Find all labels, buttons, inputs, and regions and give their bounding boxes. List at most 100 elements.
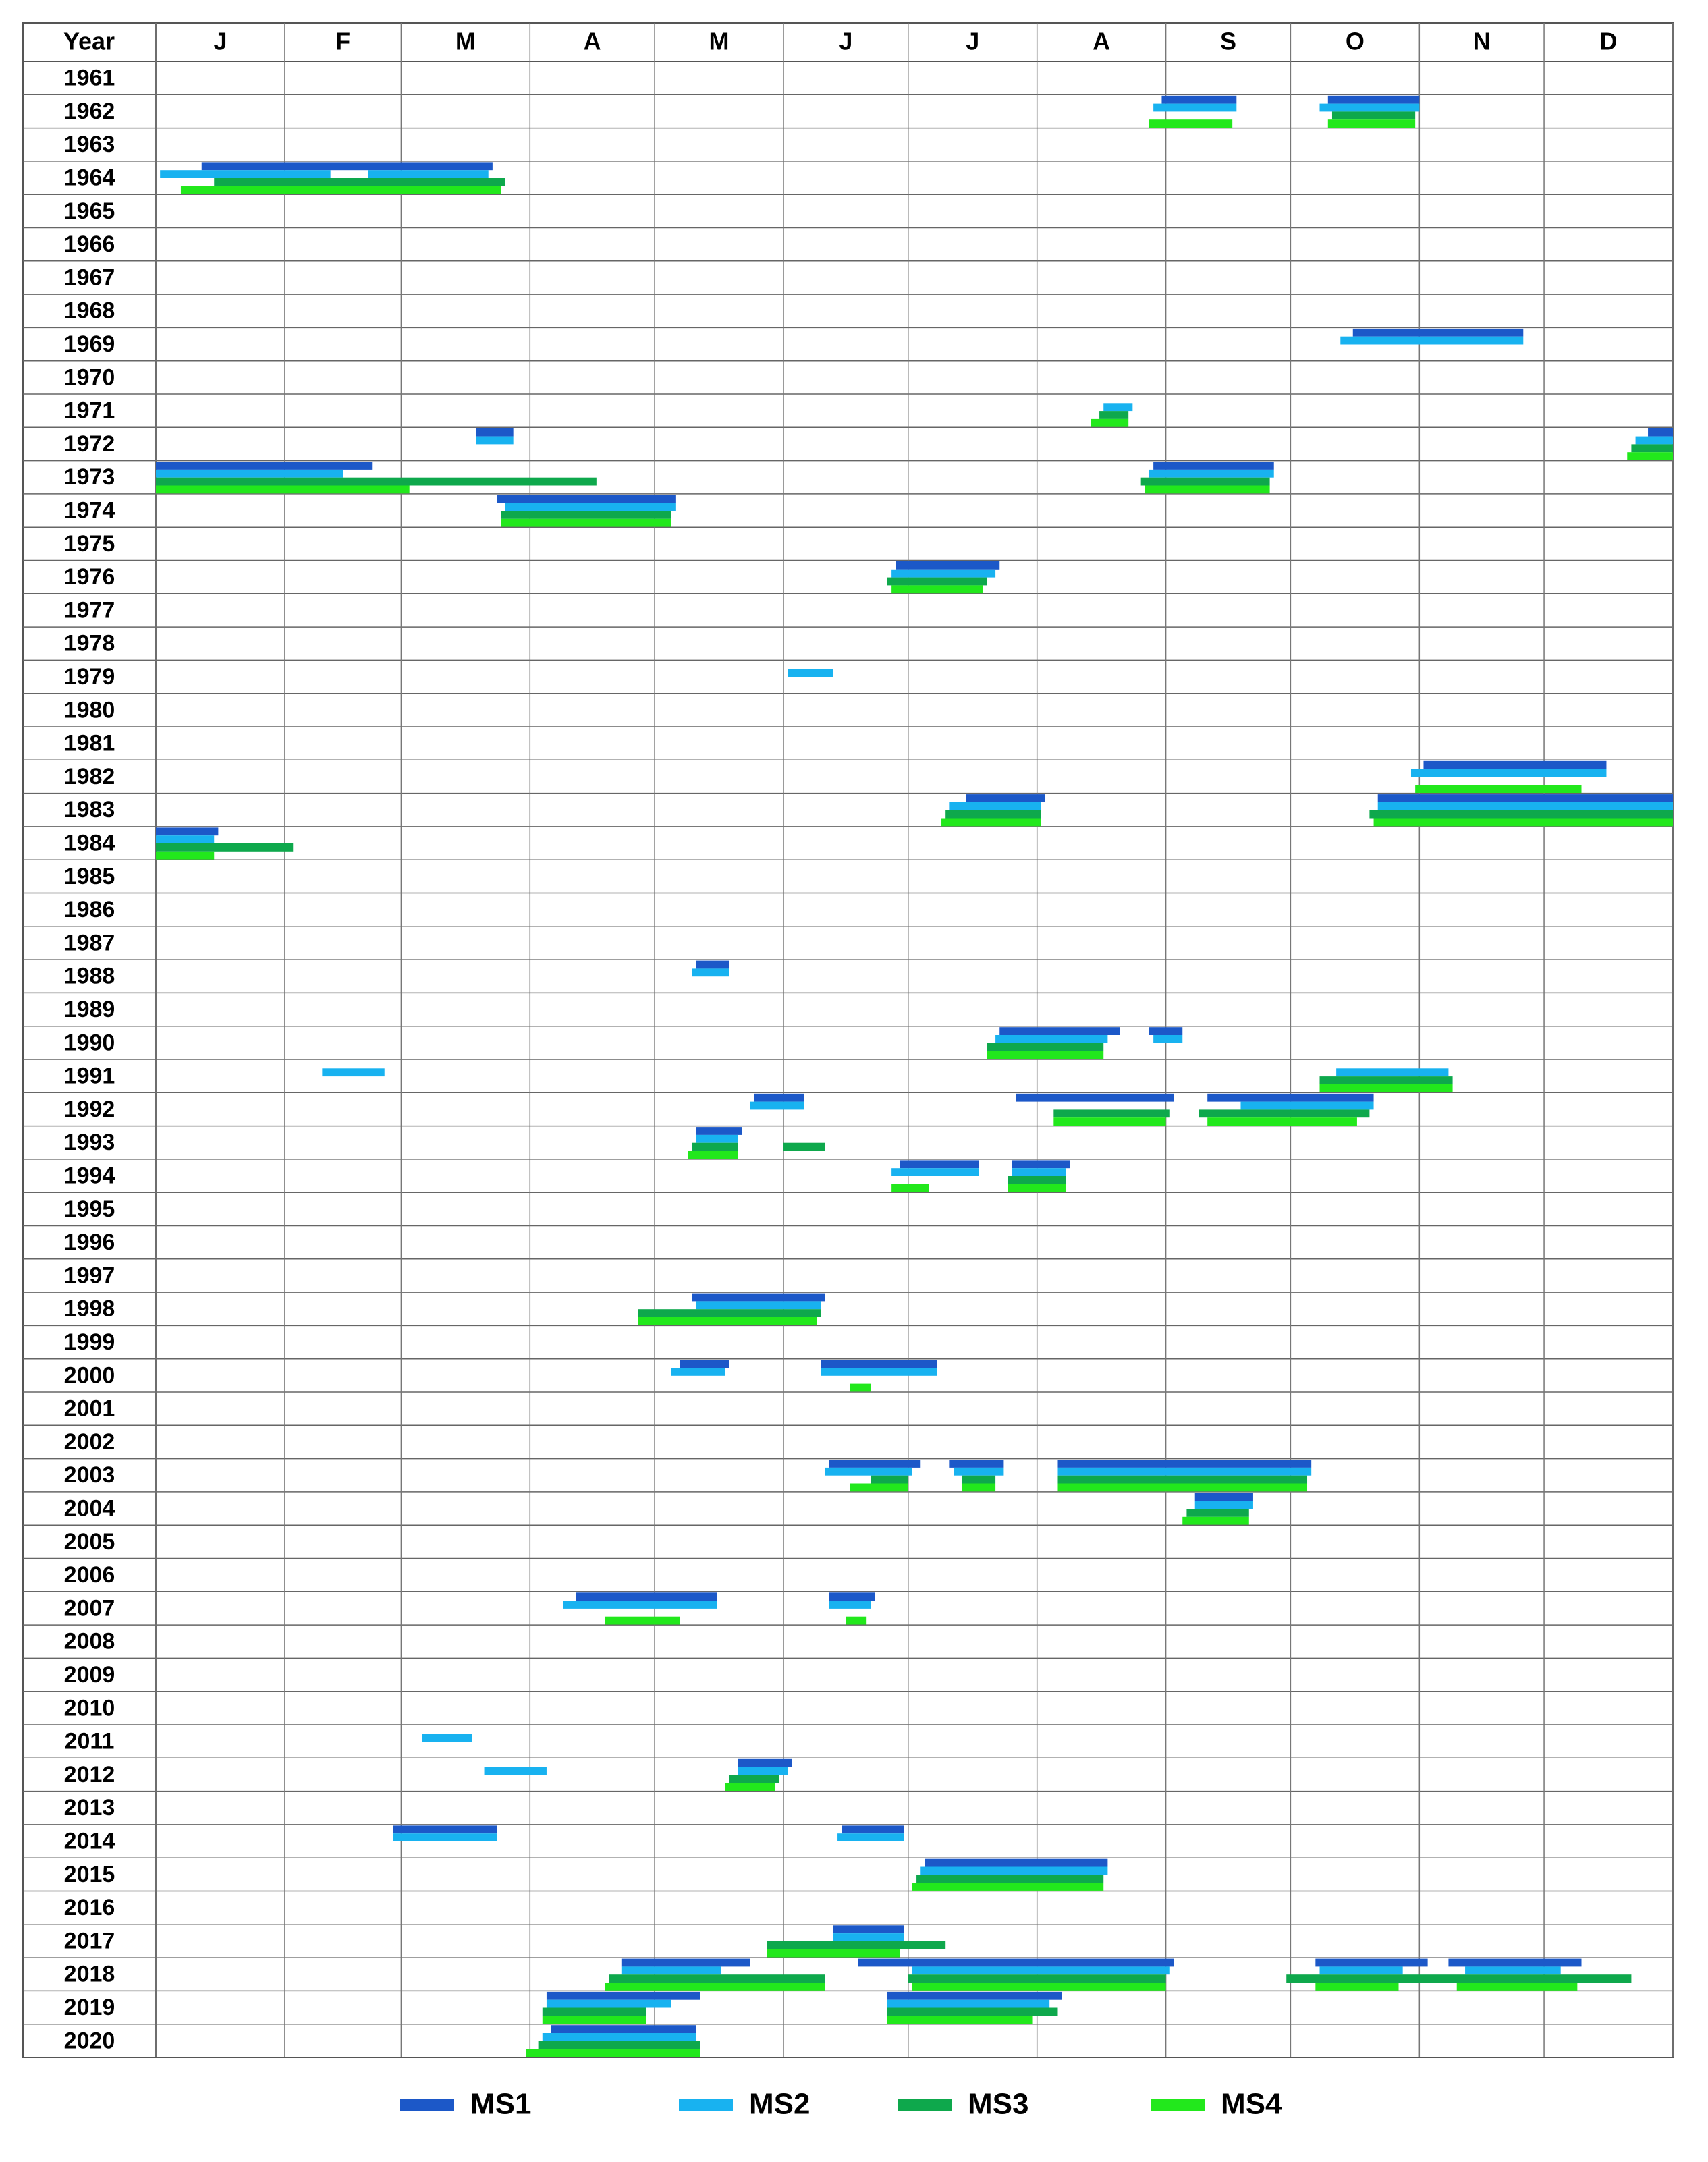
legend-label: MS4 <box>1221 2088 1282 2121</box>
year-label: 1977 <box>64 597 115 623</box>
bar <box>925 1858 1108 1867</box>
year-label: 1992 <box>64 1097 115 1122</box>
bar <box>887 2016 1033 2024</box>
legend-swatch <box>1151 2099 1205 2111</box>
bar <box>1140 477 1270 486</box>
bar <box>322 1068 385 1077</box>
bar <box>1648 428 1673 437</box>
bar <box>941 818 1041 827</box>
bar <box>821 1360 937 1368</box>
bar <box>696 1301 821 1310</box>
bar <box>912 1883 1104 1891</box>
bar <box>1091 418 1129 427</box>
bar <box>546 1991 700 2000</box>
bar <box>887 1999 1050 2008</box>
bar <box>750 1101 804 1110</box>
bar <box>738 1758 792 1767</box>
bar <box>1207 1093 1374 1102</box>
year-label: 1966 <box>64 231 115 257</box>
bar <box>1053 1109 1170 1118</box>
month-label: O <box>1346 28 1365 55</box>
bar <box>825 1467 912 1476</box>
year-label: 1993 <box>64 1130 115 1155</box>
bar <box>829 1592 875 1601</box>
year-label: 2014 <box>64 1829 115 1854</box>
bar <box>696 960 729 969</box>
bar <box>1053 1117 1166 1126</box>
bar <box>1415 785 1582 793</box>
bar <box>829 1460 921 1468</box>
bar <box>1012 1168 1066 1176</box>
year-label: 1980 <box>64 697 115 723</box>
year-label: 1988 <box>64 964 115 989</box>
bar <box>393 1833 497 1841</box>
bar <box>538 2041 700 2049</box>
bar <box>156 827 219 836</box>
bar <box>891 569 996 578</box>
bar <box>1194 1501 1253 1509</box>
year-label: 1972 <box>64 431 115 457</box>
bar <box>788 669 833 677</box>
bar <box>1149 469 1274 478</box>
bar <box>1161 95 1237 104</box>
bar <box>621 1966 721 1975</box>
year-label: 2000 <box>64 1362 115 1388</box>
bar <box>542 2007 646 2016</box>
year-label: 1976 <box>64 564 115 590</box>
bar <box>605 1616 680 1625</box>
bar <box>546 1999 671 2008</box>
year-label: 1989 <box>64 997 115 1022</box>
year-label: 1984 <box>64 831 115 856</box>
bar <box>551 2025 696 2033</box>
year-label: 2007 <box>64 1595 115 1621</box>
bar <box>609 1974 825 1983</box>
bar <box>1315 1983 1399 1991</box>
bar <box>1286 1974 1632 1983</box>
year-label: 1968 <box>64 298 115 324</box>
legend-swatch <box>898 2099 952 2111</box>
month-label: F <box>335 28 350 55</box>
bar <box>1319 1966 1403 1975</box>
year-label: 1999 <box>64 1329 115 1355</box>
year-label: 1979 <box>64 664 115 690</box>
bar <box>850 1483 908 1492</box>
bar <box>1016 1093 1174 1102</box>
year-label: 1965 <box>64 198 115 224</box>
bar <box>908 1974 1166 1983</box>
bar <box>180 186 501 194</box>
month-label: A <box>584 28 601 55</box>
year-label: 1990 <box>64 1030 115 1055</box>
legend-swatch <box>400 2099 454 2111</box>
bar <box>949 802 1041 810</box>
legend-swatch <box>679 2099 733 2111</box>
bar <box>1448 1958 1582 1967</box>
bar <box>887 2007 1058 2016</box>
bar <box>1465 1966 1561 1975</box>
bar <box>156 477 597 486</box>
bar <box>1327 119 1416 128</box>
bar <box>837 1833 904 1841</box>
bar <box>920 1866 1108 1875</box>
year-label: 1961 <box>64 65 115 91</box>
bar <box>1373 818 1673 827</box>
bar <box>999 1027 1120 1035</box>
bar <box>1423 760 1607 769</box>
bar <box>505 503 676 511</box>
bar <box>160 170 331 178</box>
year-label: 1991 <box>64 1063 115 1089</box>
bar <box>783 1142 825 1151</box>
bar <box>1149 119 1233 128</box>
bar <box>476 428 514 437</box>
bar <box>696 1127 742 1135</box>
year-label: 1997 <box>64 1263 115 1288</box>
bar <box>1012 1160 1070 1169</box>
bar <box>542 2016 646 2024</box>
bar <box>368 170 489 178</box>
bar <box>214 178 505 186</box>
year-label: 1974 <box>64 498 115 524</box>
year-label: 2003 <box>64 1462 115 1488</box>
bar <box>576 1592 717 1601</box>
month-label: A <box>1093 28 1110 55</box>
